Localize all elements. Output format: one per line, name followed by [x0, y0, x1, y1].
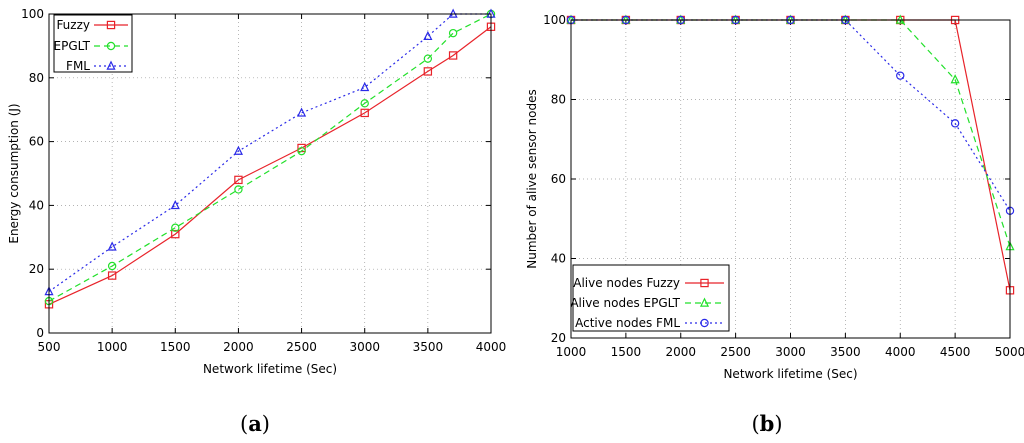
x-tick-label: 1000 — [97, 340, 128, 354]
x-tick-label: 3500 — [413, 340, 444, 354]
legend-marker — [106, 20, 116, 30]
y-tick-label: 20 — [29, 262, 44, 276]
caption-letter: b — [760, 411, 775, 436]
caption-paren: ( — [751, 412, 759, 436]
data-point — [233, 145, 243, 155]
data-point — [107, 261, 117, 271]
legend-marker — [700, 318, 709, 328]
legend-label: Active nodes FML — [575, 316, 680, 330]
y-tick-label: 40 — [29, 198, 44, 212]
data-point — [171, 229, 180, 239]
legend-marker — [699, 297, 710, 307]
y-axis-label: Energy consumption (J) — [7, 103, 21, 243]
y-tick-label: 80 — [29, 71, 44, 85]
legend-box — [572, 264, 730, 332]
x-tick-label: 3000 — [775, 345, 806, 359]
legend-marker — [106, 41, 116, 51]
plot-frame — [48, 13, 492, 334]
data-point — [107, 241, 117, 251]
x-tick-label: 2500 — [286, 340, 317, 354]
y-tick-label: 20 — [551, 331, 566, 345]
data-point — [448, 51, 458, 60]
x-tick-label: 4000 — [476, 340, 507, 354]
x-tick-label: 2000 — [223, 340, 254, 354]
data-point — [297, 146, 306, 156]
legend-label: Fuzzy — [56, 18, 90, 32]
y-axis-label: Number of alive sensor nodes — [525, 89, 539, 269]
chart-caption: (a) — [240, 411, 270, 436]
data-point — [423, 30, 433, 41]
y-tick-label: 0 — [36, 326, 44, 340]
chart-alive-sensor-nodes: 1000 1500 2000 2500 3000 3500 4000 4500 5000 20 40… — [525, 13, 1024, 436]
y-tick-label: 60 — [29, 135, 44, 149]
x-tick-label: 2000 — [665, 345, 696, 359]
data-point — [170, 199, 180, 210]
legend-label: FML — [66, 59, 90, 73]
data-point — [107, 271, 117, 280]
x-tick-label: 4500 — [940, 345, 971, 359]
x-tick-label: 5000 — [995, 345, 1024, 359]
caption-paren: ) — [774, 412, 782, 436]
y-tick-label: 100 — [21, 7, 44, 21]
y-tick-label: 60 — [551, 172, 566, 186]
series-line — [48, 13, 492, 302]
y-tick-label: 80 — [551, 93, 566, 107]
data-point — [297, 107, 307, 117]
legend-label: EPGLT — [54, 39, 91, 53]
legend-label: Alive nodes EPGLT — [570, 296, 680, 310]
x-tick-label: 3000 — [349, 340, 380, 354]
series-line — [571, 19, 1011, 212]
x-tick-label: 1500 — [160, 340, 191, 354]
legend-label: Alive nodes Fuzzy — [573, 276, 680, 290]
x-tick-label: 1500 — [611, 345, 642, 359]
data-point — [448, 28, 458, 38]
data-point — [234, 175, 243, 185]
data-point — [896, 71, 905, 80]
x-tick-label: 2500 — [720, 345, 751, 359]
data-point — [360, 99, 369, 108]
chart-caption: (b) — [751, 411, 782, 436]
series-line — [48, 13, 491, 293]
caption-paren: ( — [240, 412, 248, 436]
plot-frame — [570, 19, 1011, 339]
y-tick-label: 100 — [543, 13, 566, 27]
x-tick-label: 500 — [38, 340, 61, 354]
legend-marker — [700, 278, 709, 288]
x-axis-label: Network lifetime (Sec) — [723, 367, 857, 381]
x-tick-label: 4000 — [885, 345, 916, 359]
caption-paren: ) — [262, 412, 270, 436]
x-axis-label: Network lifetime (Sec) — [203, 362, 337, 376]
legend: Alive nodes Fuzzy Alive nodes EPGLT Active… — [570, 264, 730, 332]
data-point — [171, 223, 180, 232]
legend: Fuzzy EPGLT FML — [53, 14, 133, 73]
data-point — [360, 81, 370, 92]
data-point — [423, 67, 433, 76]
caption-letter: a — [248, 411, 262, 436]
x-tick-label: 3500 — [830, 345, 861, 359]
data-point — [423, 54, 433, 63]
data-point — [950, 119, 960, 128]
data-point — [234, 185, 243, 194]
data-point — [950, 74, 960, 84]
x-tick-label: 1000 — [556, 345, 587, 359]
y-tick-label: 40 — [551, 252, 566, 266]
data-point — [360, 108, 369, 118]
legend-marker — [106, 60, 116, 70]
chart-energy-consumption: 500 1000 1500 2000 2500 3000 3500 4000 0 20 40 60 80… — [7, 7, 506, 436]
